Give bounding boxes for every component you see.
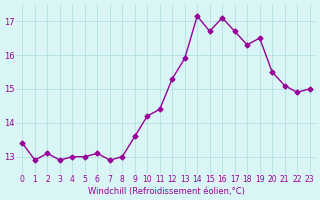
X-axis label: Windchill (Refroidissement éolien,°C): Windchill (Refroidissement éolien,°C) [88,187,244,196]
